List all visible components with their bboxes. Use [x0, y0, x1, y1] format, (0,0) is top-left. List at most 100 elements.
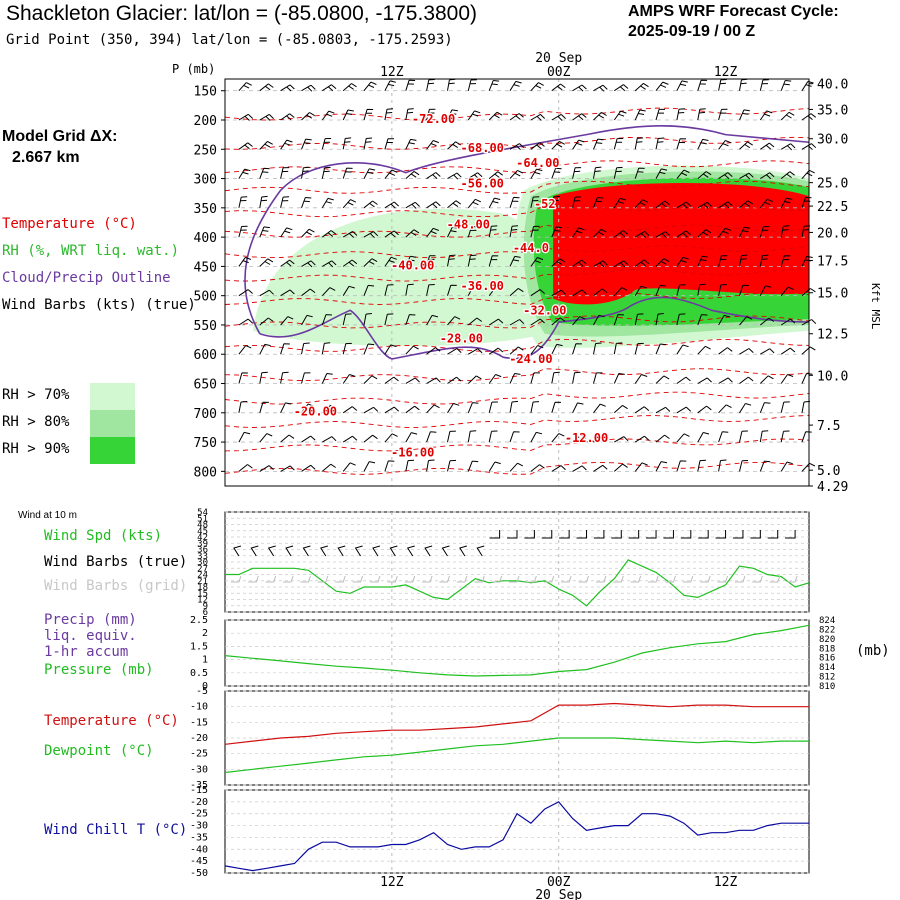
- wind-barb: [467, 79, 477, 91]
- wind-barb: [322, 84, 337, 92]
- wind-speed-legend: Wind Spd (kts): [44, 528, 163, 544]
- true-barb: [785, 530, 796, 539]
- wind-barb: [572, 465, 587, 472]
- wind-barb: [280, 465, 295, 472]
- chill-panel-ylabel--50: -50: [190, 868, 208, 879]
- wind-barb: [676, 138, 687, 150]
- wind-barb: [697, 432, 710, 443]
- wind-barb: [467, 317, 483, 326]
- temp-label-12: -20.00: [294, 405, 337, 419]
- wind-barb: [509, 462, 524, 472]
- temp-label-13: -16.00: [391, 446, 434, 460]
- grid-barb: [665, 575, 676, 583]
- chill-panel-ylabel--25: -25: [190, 809, 208, 820]
- wind-barb: [405, 405, 420, 414]
- wind-barb: [676, 433, 690, 443]
- wind-barb: [321, 110, 335, 121]
- temp-panel-ylabel--5: -5: [196, 686, 208, 697]
- temp-contour-2: [224, 160, 810, 174]
- wind-barb: [572, 227, 585, 238]
- wind-barb: [342, 83, 357, 92]
- wind-chill-line: [224, 801, 809, 872]
- wind-barb: [259, 195, 268, 208]
- legend-cloud-outline: Cloud/Precip Outline: [2, 270, 171, 286]
- wind-barb: [509, 143, 525, 151]
- wind-barb: [780, 111, 795, 121]
- wind-barb: [322, 230, 337, 238]
- wind-barb: [676, 284, 686, 296]
- wind-barb: [426, 172, 441, 180]
- wind-panel-ylabel-18: 18: [197, 583, 208, 593]
- wind-barb: [634, 435, 650, 443]
- wind-barb: [384, 256, 397, 267]
- wind-barb: [238, 345, 252, 355]
- temp-contour-9: [224, 315, 810, 329]
- wind-barb: [739, 78, 748, 91]
- wind-barb: [259, 433, 273, 443]
- time-bottom-1: 00Z: [547, 875, 571, 890]
- wind-barb: [467, 285, 480, 296]
- wind-barb: [238, 196, 248, 208]
- wind-barb: [509, 169, 524, 179]
- wind-panel-ylabel-30: 30: [197, 558, 208, 568]
- wind-barb: [739, 200, 754, 209]
- wind-barb: [342, 230, 358, 238]
- wind-barb: [759, 460, 771, 472]
- wind-barb: [488, 197, 501, 209]
- wind-barb: [238, 256, 252, 267]
- wind-barb: [405, 108, 414, 121]
- wind-barb: [321, 404, 336, 414]
- wind-barb: [342, 109, 354, 121]
- grid-barb: [717, 575, 729, 583]
- grid-barb: [283, 575, 294, 583]
- wind-barb: [634, 462, 648, 472]
- temp-contour-15: [224, 461, 810, 475]
- temp-label-11: -24.00: [509, 352, 552, 366]
- wind-barb: [530, 113, 546, 121]
- temperature-line: [224, 702, 809, 745]
- wind-barb: [405, 138, 417, 150]
- p-label-250: 250: [194, 143, 217, 158]
- wind-barb: [509, 225, 519, 238]
- wind-barb: [530, 168, 543, 179]
- wind-barb: [363, 258, 378, 267]
- true-barb: [267, 545, 276, 557]
- wind-barb: [384, 138, 395, 150]
- wind-barb: [447, 348, 462, 355]
- wind-barb: [238, 318, 253, 326]
- main-panel-frame: [224, 78, 810, 487]
- wind-barb: [509, 346, 524, 355]
- wind-barb: [593, 314, 605, 326]
- wind-barb: [676, 376, 691, 384]
- wind-barb: [530, 318, 545, 326]
- precip-panel-ylabel-2: 2: [202, 628, 208, 639]
- temp-label-9: -32.00: [523, 303, 566, 317]
- wind-barb: [342, 199, 357, 209]
- precip-panel-frame: [224, 619, 810, 687]
- wind-barb: [697, 79, 708, 91]
- wind-panel-ylabel-24: 24: [197, 571, 208, 581]
- wind-barb: [551, 195, 560, 208]
- wind-barb: [551, 317, 566, 326]
- wind-barb: [697, 314, 708, 326]
- wind-barb: [739, 254, 748, 267]
- wind-barb: [759, 285, 772, 296]
- grid-barb: [595, 575, 607, 583]
- wind-barb: [739, 226, 751, 238]
- wind-barb: [613, 138, 624, 150]
- wind-barb: [760, 172, 775, 180]
- wind-barb: [301, 435, 316, 443]
- true-barb: [541, 530, 553, 539]
- legend-temperature: Temperature (°C): [2, 216, 137, 232]
- wind-barb: [551, 83, 566, 92]
- grid-barb: [491, 575, 503, 583]
- true-barb: [302, 545, 311, 557]
- wind-barb: [447, 430, 456, 443]
- wind-barb: [572, 343, 582, 355]
- wind-barb: [280, 402, 292, 414]
- kft-label-6: 17.5: [817, 255, 848, 270]
- wind-barb: [593, 288, 608, 297]
- true-barb: [406, 545, 415, 557]
- wind-barb: [655, 434, 670, 443]
- wind-barb: [655, 461, 668, 472]
